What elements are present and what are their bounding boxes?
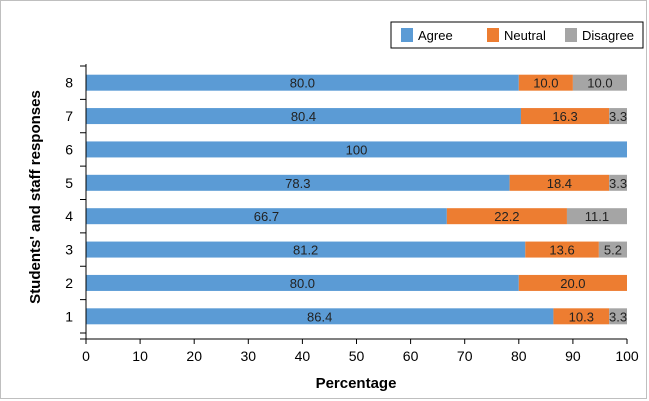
x-tick-label-50: 50 bbox=[349, 348, 365, 364]
x-tick-label-70: 70 bbox=[457, 348, 473, 364]
y-tick-label-3: 3 bbox=[65, 242, 73, 258]
bar-neutral-7 bbox=[520, 108, 610, 125]
data-label-disagree-3: 5.2 bbox=[604, 243, 622, 258]
y-axis-title: Students' and staff responses bbox=[27, 90, 44, 304]
data-label-disagree-7: 3.3 bbox=[609, 109, 627, 124]
data-label-neutral-5: 18.4 bbox=[547, 176, 572, 191]
data-label-agree-5: 78.3 bbox=[285, 176, 310, 191]
y-tick-label-1: 1 bbox=[65, 308, 73, 324]
data-label-agree-1: 86.4 bbox=[307, 309, 332, 324]
bar-neutral-3 bbox=[525, 241, 599, 258]
bar-agree-2 bbox=[86, 274, 519, 291]
legend-box bbox=[390, 21, 644, 49]
bar-disagree-8 bbox=[572, 74, 627, 91]
data-label-neutral-2: 20.0 bbox=[560, 276, 585, 291]
bar-disagree-5 bbox=[609, 174, 627, 191]
x-tick-label-80: 80 bbox=[511, 348, 527, 364]
bar-agree-7 bbox=[86, 108, 521, 125]
legend-label-neutral: Neutral bbox=[504, 28, 546, 43]
bar-agree-1 bbox=[86, 308, 554, 325]
x-tick-label-30: 30 bbox=[241, 348, 257, 364]
bar-agree-4 bbox=[86, 208, 447, 225]
bar-disagree-4 bbox=[566, 208, 627, 225]
data-label-neutral-7: 16.3 bbox=[552, 109, 577, 124]
bar-agree-3 bbox=[86, 241, 526, 258]
bar-agree-6 bbox=[86, 141, 627, 158]
y-tick-label-6: 6 bbox=[65, 141, 73, 157]
x-tick-label-90: 90 bbox=[565, 348, 581, 364]
data-label-agree-6: 100 bbox=[346, 142, 368, 157]
data-label-disagree-5: 3.3 bbox=[609, 176, 627, 191]
axes-layer: 0 10 20 30 40 50 60 70 80 90 100 1 2 3 4 5 6 7 8 bbox=[65, 64, 639, 364]
data-label-agree-2: 80.0 bbox=[290, 276, 315, 291]
data-label-neutral-1: 10.3 bbox=[569, 309, 594, 324]
legend-swatch-neutral bbox=[487, 28, 499, 42]
legend-label-disagree: Disagree bbox=[582, 28, 634, 43]
y-tick-label-4: 4 bbox=[65, 208, 73, 224]
x-tick-label-0: 0 bbox=[82, 348, 90, 364]
data-label-agree-8: 80.0 bbox=[290, 76, 315, 91]
y-tick-label-2: 2 bbox=[65, 275, 73, 291]
bar-agree-5 bbox=[86, 174, 510, 191]
y-tick-label-5: 5 bbox=[65, 175, 73, 191]
bar-disagree-3 bbox=[598, 241, 627, 258]
x-tick-label-10: 10 bbox=[132, 348, 148, 364]
bar-neutral-1 bbox=[553, 308, 610, 325]
x-tick-label-40: 40 bbox=[295, 348, 311, 364]
data-label-agree-3: 81.2 bbox=[293, 243, 318, 258]
bar-neutral-4 bbox=[446, 208, 567, 225]
data-label-neutral-8: 10.0 bbox=[533, 76, 558, 91]
legend-label-agree: Agree bbox=[418, 28, 453, 43]
bar-disagree-7 bbox=[609, 108, 627, 125]
bar-neutral-8 bbox=[518, 74, 573, 91]
x-axis-title: Percentage bbox=[316, 375, 397, 392]
data-label-agree-7: 80.4 bbox=[291, 109, 316, 124]
data-label-disagree-1: 3.3 bbox=[609, 309, 627, 324]
y-tick-label-8: 8 bbox=[65, 75, 73, 91]
legend: Agree Neutral Disagree bbox=[390, 21, 644, 49]
data-label-disagree-4: 11.1 bbox=[585, 209, 609, 224]
data-label-neutral-3: 13.6 bbox=[549, 243, 574, 258]
bar-agree-8 bbox=[86, 74, 519, 91]
x-tick-label-20: 20 bbox=[186, 348, 202, 364]
bar-neutral-5 bbox=[509, 174, 610, 191]
data-label-neutral-4: 22.2 bbox=[494, 209, 519, 224]
data-label-disagree-8: 10.0 bbox=[587, 76, 612, 91]
legend-swatch-disagree bbox=[565, 28, 577, 42]
bars-layer bbox=[86, 74, 627, 325]
x-tick-label-60: 60 bbox=[403, 348, 419, 364]
data-labels-layer: 86.4 10.3 3.3 80.0 20.0 81.2 13.6 5.2 66.7 22.2 11… bbox=[254, 76, 627, 325]
data-label-agree-4: 66.7 bbox=[254, 209, 279, 224]
bar-neutral-2 bbox=[518, 274, 627, 291]
bar-disagree-1 bbox=[609, 308, 627, 325]
y-tick-label-7: 7 bbox=[65, 108, 73, 124]
x-tick-label-100: 100 bbox=[615, 348, 639, 364]
legend-swatch-agree bbox=[401, 28, 413, 42]
